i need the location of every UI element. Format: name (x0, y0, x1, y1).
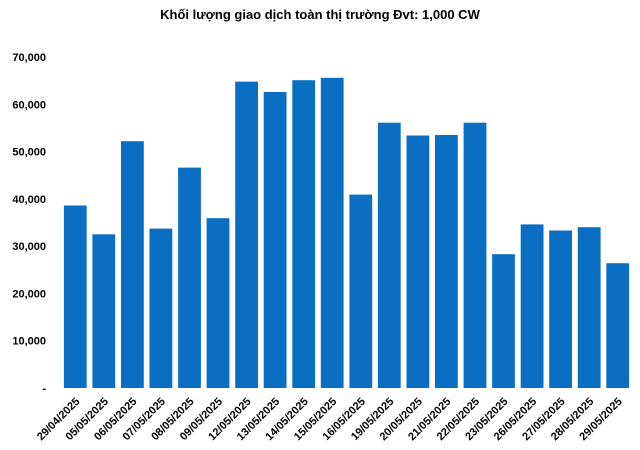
bar (492, 254, 515, 388)
bar (235, 81, 258, 388)
y-tick-label: 60,000 (12, 99, 46, 111)
bar (435, 135, 458, 388)
bar (206, 218, 230, 388)
y-tick-label: - (42, 383, 46, 395)
bar (121, 141, 144, 388)
y-tick-label: 50,000 (12, 147, 46, 159)
bar (63, 205, 87, 388)
bar (463, 122, 487, 388)
bar (149, 228, 173, 388)
bar (377, 122, 401, 388)
bar (520, 224, 544, 388)
y-tick-label: 70,000 (12, 52, 46, 64)
y-tick-label: 10,000 (12, 336, 46, 348)
bar (549, 230, 572, 388)
bar (349, 194, 373, 388)
y-tick-label: 40,000 (12, 194, 46, 206)
bar (606, 263, 630, 388)
bar (577, 227, 601, 388)
bar (292, 80, 316, 388)
bar (263, 92, 287, 388)
bar (178, 167, 201, 388)
bar (92, 234, 116, 388)
bar (406, 135, 430, 388)
y-tick-label: 30,000 (12, 241, 46, 253)
chart-title: Khối lượng giao dịch toàn thị trường Đvt… (160, 7, 480, 22)
y-tick-label: 20,000 (12, 288, 46, 300)
bar (320, 77, 344, 389)
